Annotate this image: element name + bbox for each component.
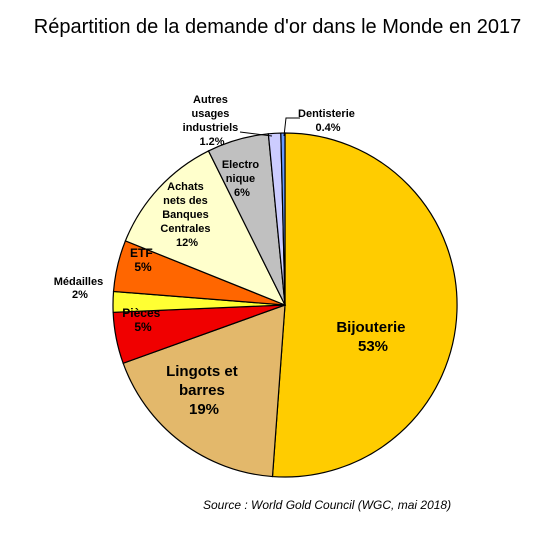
source-note: Source : World Gold Council (WGC, mai 20… bbox=[203, 498, 452, 512]
label-lingots: Lingots et barres 19% bbox=[166, 363, 242, 418]
leader-dentisterie bbox=[283, 117, 300, 137]
chart-title: Répartition de la demande d'or dans le M… bbox=[33, 16, 522, 38]
pie-slice-dentisterie bbox=[280, 132, 286, 306]
label-pieces: Pièces 5% bbox=[122, 306, 163, 334]
label-dentisterie: Dentisterie 0.4% bbox=[298, 108, 358, 134]
label-banques: Achats nets des Banques Centrales 12% bbox=[160, 181, 213, 249]
label-bijouterie: Bijouterie 53% bbox=[336, 319, 409, 355]
pie-slice-bijouterie bbox=[271, 132, 458, 478]
label-autres: Autres usages industriels 1.2% bbox=[183, 94, 242, 148]
label-etf: ETF 5% bbox=[130, 246, 156, 274]
pie-slice-achats-nets-des-banques-centrales bbox=[124, 150, 287, 307]
label-electronique: Electro nique 6% bbox=[222, 159, 262, 199]
pie-slice-lingots-et-barres bbox=[122, 304, 286, 478]
label-medailles: Médailles 2% bbox=[54, 276, 107, 301]
leader-autres bbox=[239, 131, 273, 137]
